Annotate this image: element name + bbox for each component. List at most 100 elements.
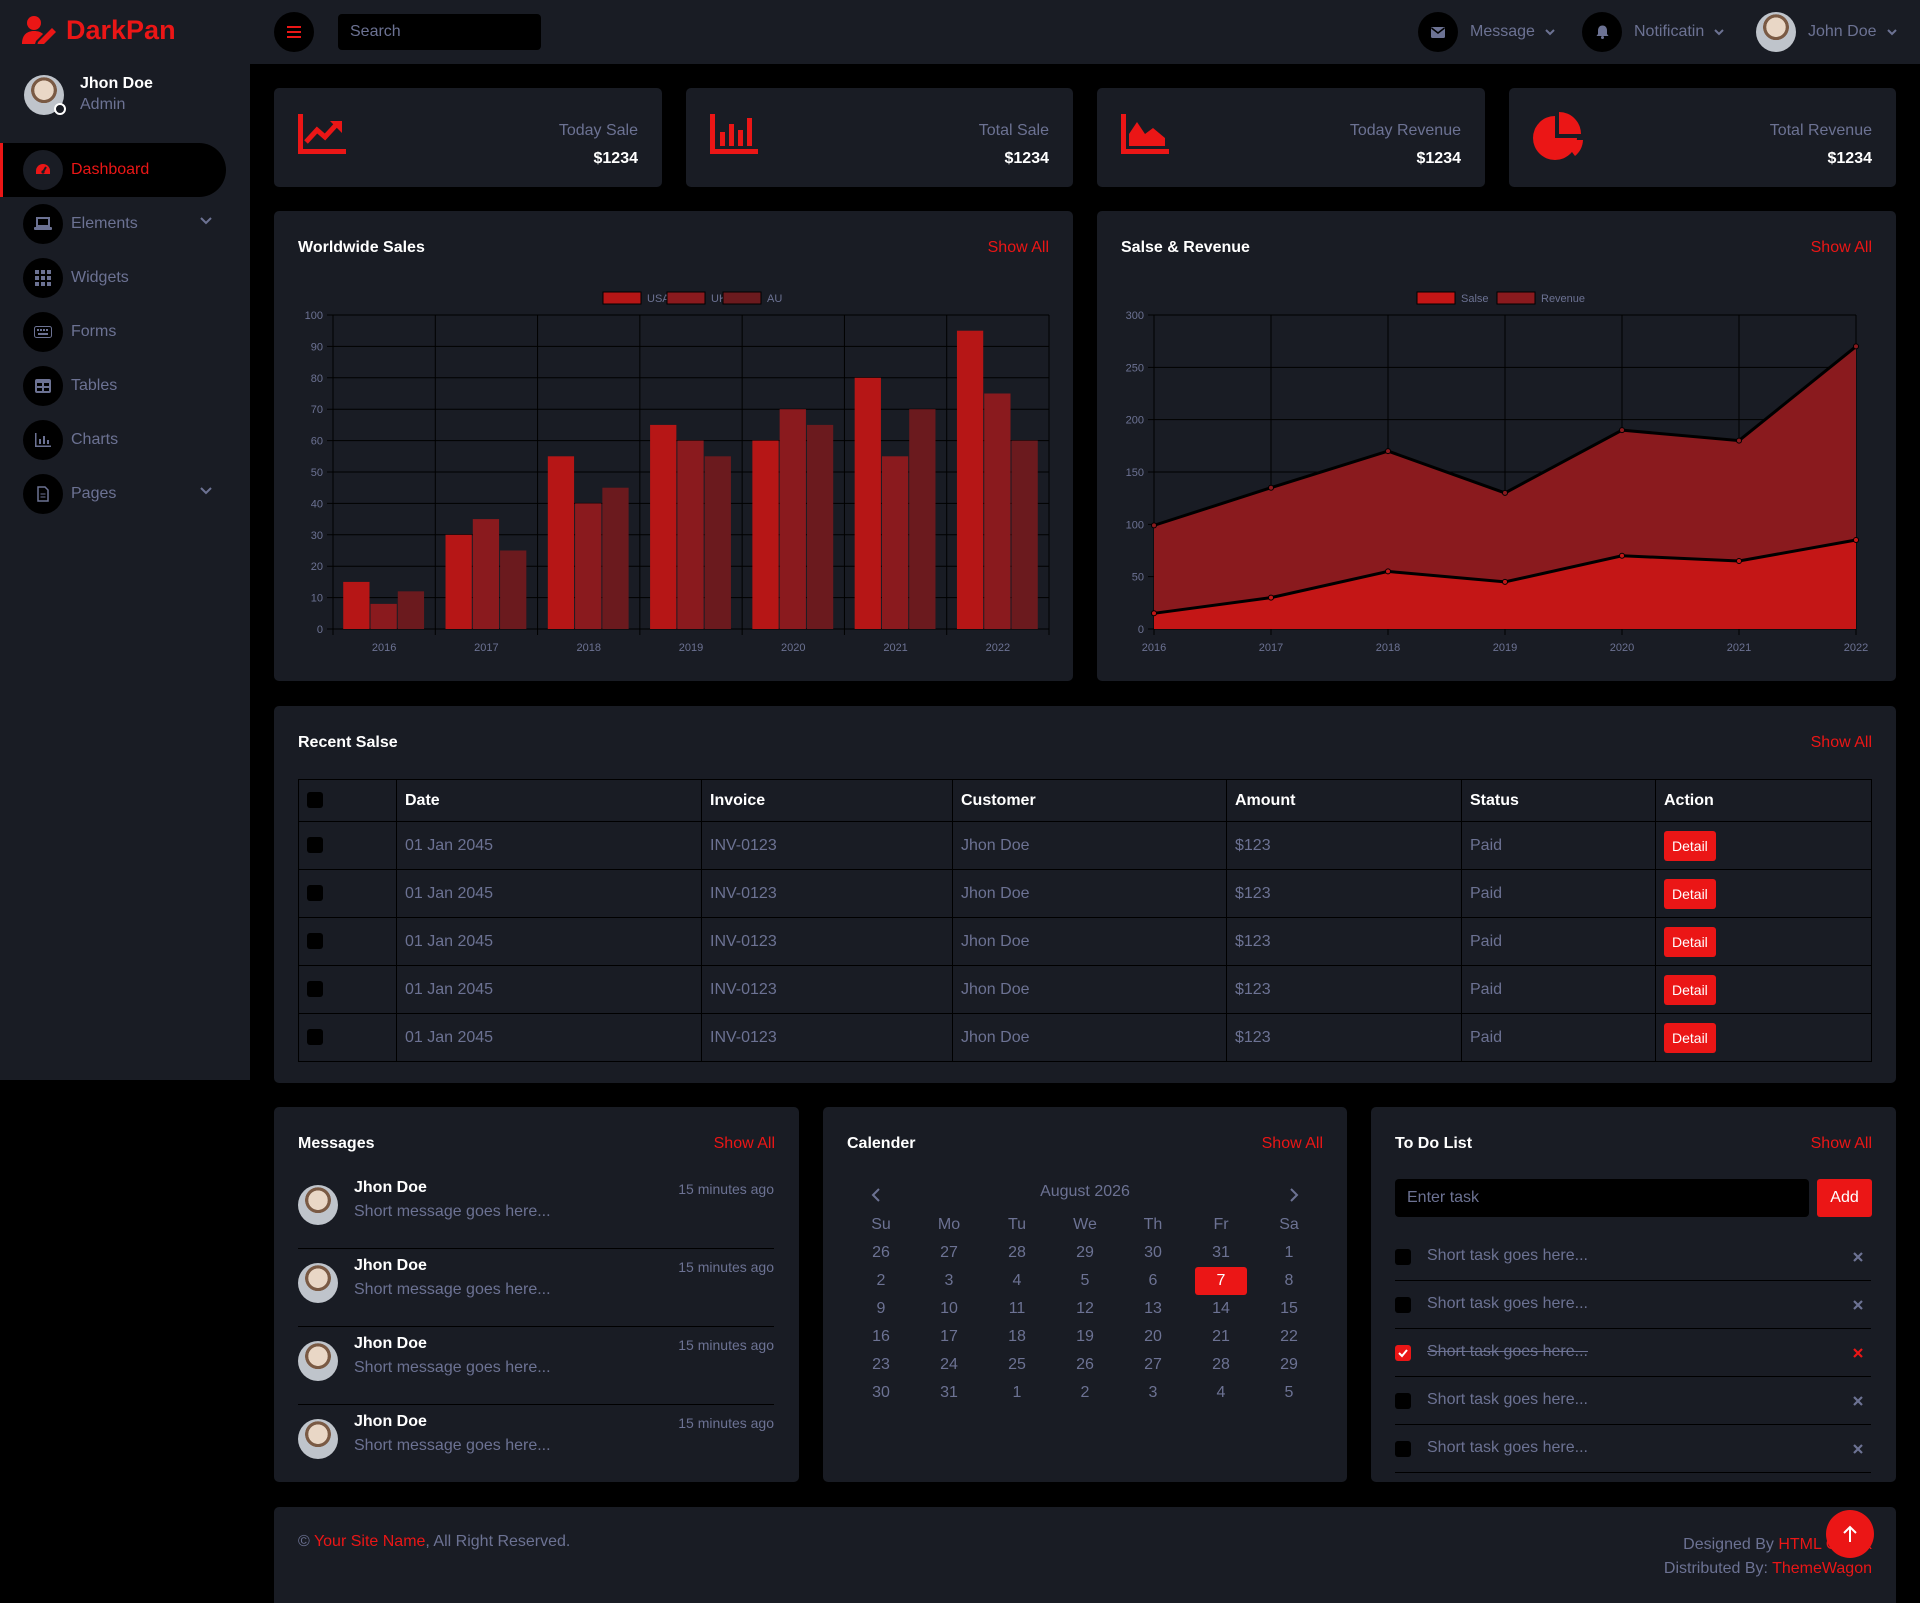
detail-button[interactable]: Detail [1664, 1022, 1716, 1053]
todo-checkbox[interactable] [1395, 1297, 1411, 1313]
add-task-button[interactable]: Add [1817, 1179, 1872, 1217]
message-text: Short message goes here... [354, 1437, 551, 1454]
chevron-right-icon[interactable] [1289, 1188, 1299, 1202]
legend-swatch [602, 291, 642, 305]
row-checkbox[interactable] [307, 1029, 323, 1046]
sidebar-toggle-button[interactable] [274, 12, 314, 52]
calendar-day[interactable]: 1 [1012, 1384, 1022, 1401]
todo-checkbox[interactable] [1395, 1249, 1411, 1265]
calendar-day[interactable]: 16 [872, 1328, 890, 1345]
legend-label: Revenue [1541, 293, 1585, 305]
sidebar-item-dashboard[interactable]: Dashboard [0, 143, 226, 197]
calendar-day[interactable]: 25 [1008, 1356, 1026, 1373]
calendar-day[interactable]: 9 [876, 1300, 886, 1317]
calendar-day[interactable]: 23 [872, 1356, 890, 1373]
search-input[interactable] [338, 14, 541, 50]
todo-checkbox[interactable] [1395, 1345, 1411, 1361]
detail-button[interactable]: Detail [1664, 974, 1716, 1005]
detail-button[interactable]: Detail [1664, 878, 1716, 909]
calendar-day[interactable]: 29 [1280, 1356, 1298, 1373]
todo-checkbox[interactable] [1395, 1393, 1411, 1409]
chevron-left-icon[interactable] [871, 1188, 881, 1202]
calendar-day[interactable]: 13 [1144, 1300, 1162, 1317]
calendar-day[interactable]: 28 [1008, 1244, 1026, 1261]
sidebar-item-forms[interactable]: Forms [0, 305, 250, 359]
notification-dropdown[interactable]: Notificatin [1582, 12, 1724, 52]
calendar-day[interactable]: 27 [1144, 1356, 1162, 1373]
sidebar-item-charts[interactable]: Charts [0, 413, 250, 467]
delete-task-icon[interactable] [1853, 1249, 1863, 1267]
calendar-day[interactable]: 6 [1148, 1272, 1158, 1289]
calendar-day[interactable]: 19 [1076, 1328, 1094, 1345]
calendar-day[interactable]: 5 [1080, 1272, 1090, 1289]
row-checkbox[interactable] [307, 933, 323, 950]
sidebar-item-tables[interactable]: Tables [0, 359, 250, 413]
message-item[interactable]: Jhon Doe 15 minutes ago Short message goes… [298, 1405, 774, 1483]
calendar-day[interactable]: 10 [940, 1300, 958, 1317]
show-all-link[interactable]: Show All [713, 1135, 775, 1152]
back-to-top-button[interactable] [1826, 1510, 1874, 1558]
calendar-day[interactable]: 17 [940, 1328, 958, 1345]
calendar-day[interactable]: 12 [1076, 1300, 1094, 1317]
detail-button[interactable]: Detail [1664, 926, 1716, 957]
distributor-link[interactable]: ThemeWagon [1772, 1560, 1872, 1577]
row-checkbox[interactable] [307, 837, 323, 854]
bar-uk-2020 [779, 409, 806, 629]
calendar-day[interactable]: 22 [1280, 1328, 1298, 1345]
show-all-link[interactable]: Show All [1810, 1135, 1872, 1152]
delete-task-icon[interactable] [1853, 1345, 1863, 1363]
calendar-day[interactable]: 4 [1012, 1272, 1022, 1289]
delete-task-icon[interactable] [1853, 1393, 1863, 1411]
calendar-day[interactable]: 24 [940, 1356, 958, 1373]
calendar-day[interactable]: 1 [1284, 1244, 1294, 1261]
delete-task-icon[interactable] [1853, 1441, 1863, 1459]
delete-task-icon[interactable] [1853, 1297, 1863, 1315]
calendar-day[interactable]: 27 [940, 1244, 958, 1261]
sidebar-item-pages[interactable]: Pages [0, 467, 250, 521]
show-all-link[interactable]: Show All [1261, 1135, 1323, 1152]
brand-logo[interactable]: DarkPan [22, 12, 176, 48]
calendar-day[interactable]: 2 [1080, 1384, 1090, 1401]
calendar-day[interactable]: 5 [1284, 1384, 1294, 1401]
task-input[interactable] [1395, 1179, 1809, 1217]
show-all-link[interactable]: Show All [987, 239, 1049, 256]
calendar-day[interactable]: 20 [1144, 1328, 1162, 1345]
show-all-link[interactable]: Show All [1810, 239, 1872, 256]
calendar-day[interactable]: 26 [872, 1244, 890, 1261]
calendar-day[interactable]: 30 [872, 1384, 890, 1401]
row-checkbox[interactable] [307, 885, 323, 902]
calendar-day[interactable]: 30 [1144, 1244, 1162, 1261]
message-item[interactable]: Jhon Doe 15 minutes ago Short message goes… [298, 1327, 774, 1405]
select-all-checkbox[interactable] [307, 792, 323, 809]
calendar-day[interactable]: 15 [1280, 1300, 1298, 1317]
message-item[interactable]: Jhon Doe 15 minutes ago Short message goes… [298, 1249, 774, 1327]
calendar-day[interactable]: 31 [940, 1384, 958, 1401]
calendar-day[interactable]: 29 [1076, 1244, 1094, 1261]
calendar-day[interactable]: 21 [1212, 1328, 1230, 1345]
message-item[interactable]: Jhon Doe 15 minutes ago Short message goes… [298, 1171, 774, 1249]
calendar-day[interactable]: 11 [1008, 1300, 1026, 1317]
calendar-day[interactable]: 3 [1148, 1384, 1158, 1401]
calendar-day[interactable]: 4 [1216, 1384, 1226, 1401]
calendar-day-today[interactable]: 7 [1195, 1267, 1247, 1295]
detail-button[interactable]: Detail [1664, 830, 1716, 861]
calendar-day[interactable]: 14 [1212, 1300, 1230, 1317]
message-dropdown[interactable]: Message [1418, 12, 1555, 52]
show-all-link[interactable]: Show All [1810, 734, 1872, 751]
sidebar-item-elements[interactable]: Elements [0, 197, 250, 251]
calendar-day[interactable]: 26 [1076, 1356, 1094, 1373]
site-name-link[interactable]: Your Site Name [313, 1533, 426, 1550]
calendar-day[interactable]: 31 [1212, 1244, 1230, 1261]
table-row: 01 Jan 2045 INV-0123 Jhon Doe $123 Paid Detai… [298, 869, 1872, 918]
todo-checkbox[interactable] [1395, 1441, 1411, 1457]
calendar-day[interactable]: 2 [876, 1272, 886, 1289]
calendar-day[interactable]: 18 [1008, 1328, 1026, 1345]
user-dropdown[interactable]: John Doe [1756, 12, 1897, 52]
sidebar-item-widgets[interactable]: Widgets [0, 251, 250, 305]
calendar-day[interactable]: 28 [1212, 1356, 1230, 1373]
calendar-day[interactable]: 8 [1284, 1272, 1294, 1289]
calendar-day[interactable]: 3 [944, 1272, 954, 1289]
table-cell-invoice: INV-0123 [701, 917, 953, 966]
row-checkbox[interactable] [307, 981, 323, 998]
column-header: Invoice [701, 779, 953, 822]
